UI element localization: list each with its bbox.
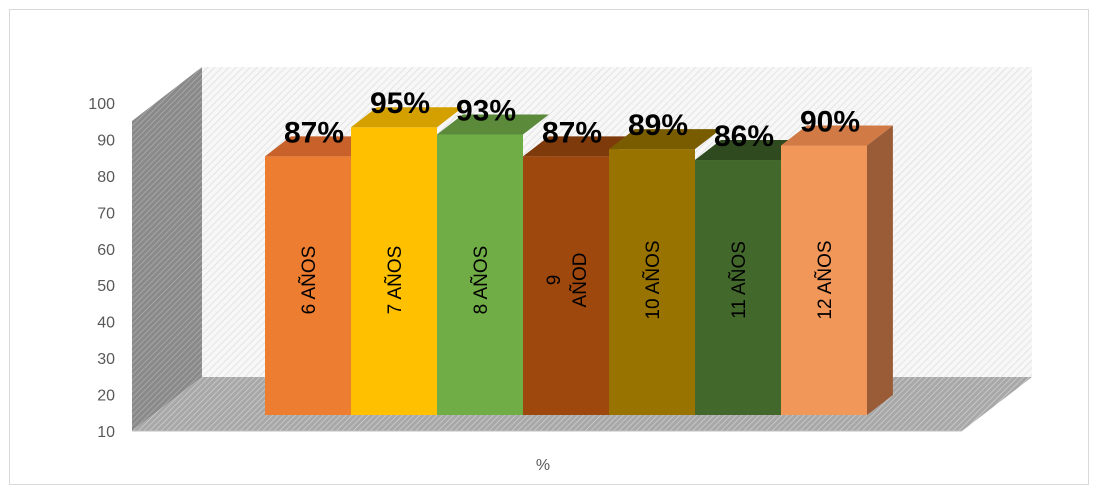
- y-tick-label: 40: [97, 315, 115, 332]
- y-tick-label: 30: [97, 351, 115, 368]
- bar-top: [351, 107, 463, 128]
- data-label: 86%: [714, 120, 774, 153]
- y-tick-label: 80: [97, 169, 115, 186]
- y-tick-label: 50: [97, 278, 115, 295]
- category-label: 9: [544, 275, 565, 286]
- bar-top: [437, 114, 549, 135]
- data-label: 93%: [456, 95, 516, 128]
- bar: [695, 160, 781, 415]
- category-label: 6 AÑOS: [298, 246, 320, 315]
- bar-top: [609, 129, 721, 150]
- bar-chart: 10 20 30 40 50 60 70 80 90 100 6 AÑOS 87% 7 AÑOS 95%…: [88, 67, 1032, 474]
- bar: [351, 127, 437, 415]
- bar: [265, 156, 351, 415]
- category-label-group: 11 AÑOS: [728, 241, 750, 319]
- data-label: 90%: [800, 105, 860, 138]
- bar: [609, 149, 695, 416]
- bar-top: [781, 125, 893, 146]
- side-wall: [132, 67, 202, 431]
- y-tick-label: 70: [97, 205, 115, 222]
- chart-container: 10 20 30 40 50 60 70 80 90 100 6 AÑOS 87% 7 AÑOS 95%…: [9, 9, 1089, 485]
- category-label: 11 AÑOS: [728, 241, 750, 319]
- bar: [437, 134, 523, 415]
- category-label-group: 12 AÑOS: [814, 240, 836, 319]
- data-label: 87%: [542, 116, 602, 149]
- bar: [523, 156, 609, 415]
- y-tick-label: 60: [97, 242, 115, 259]
- data-label: 87%: [284, 116, 344, 149]
- x-axis-title: %: [536, 457, 550, 474]
- y-tick-label: 10: [97, 424, 115, 441]
- category-label: 8 AÑOS: [470, 246, 492, 315]
- y-tick-label: 100: [88, 96, 115, 113]
- category-label: 10 AÑOS: [642, 240, 664, 319]
- category-label-group: 7 AÑOS: [384, 246, 406, 315]
- bar: [781, 145, 867, 415]
- category-label: 12 AÑOS: [814, 240, 836, 319]
- data-label: 89%: [628, 109, 688, 142]
- bar-side: [867, 125, 893, 415]
- y-tick-label: 20: [97, 388, 115, 405]
- bar-top: [695, 140, 807, 161]
- category-label-group: 8 AÑOS: [470, 246, 492, 315]
- bar-top: [523, 136, 635, 157]
- category-label-group: 6 AÑOS: [298, 246, 320, 315]
- y-tick-label: 90: [97, 132, 115, 149]
- category-label-group: 9 AÑOD: [544, 253, 591, 308]
- bar-top: [265, 136, 377, 157]
- category-label: 7 AÑOS: [384, 246, 406, 315]
- data-label: 95%: [370, 87, 430, 120]
- category-label: AÑOD: [569, 253, 591, 308]
- category-label-group: 10 AÑOS: [642, 240, 664, 319]
